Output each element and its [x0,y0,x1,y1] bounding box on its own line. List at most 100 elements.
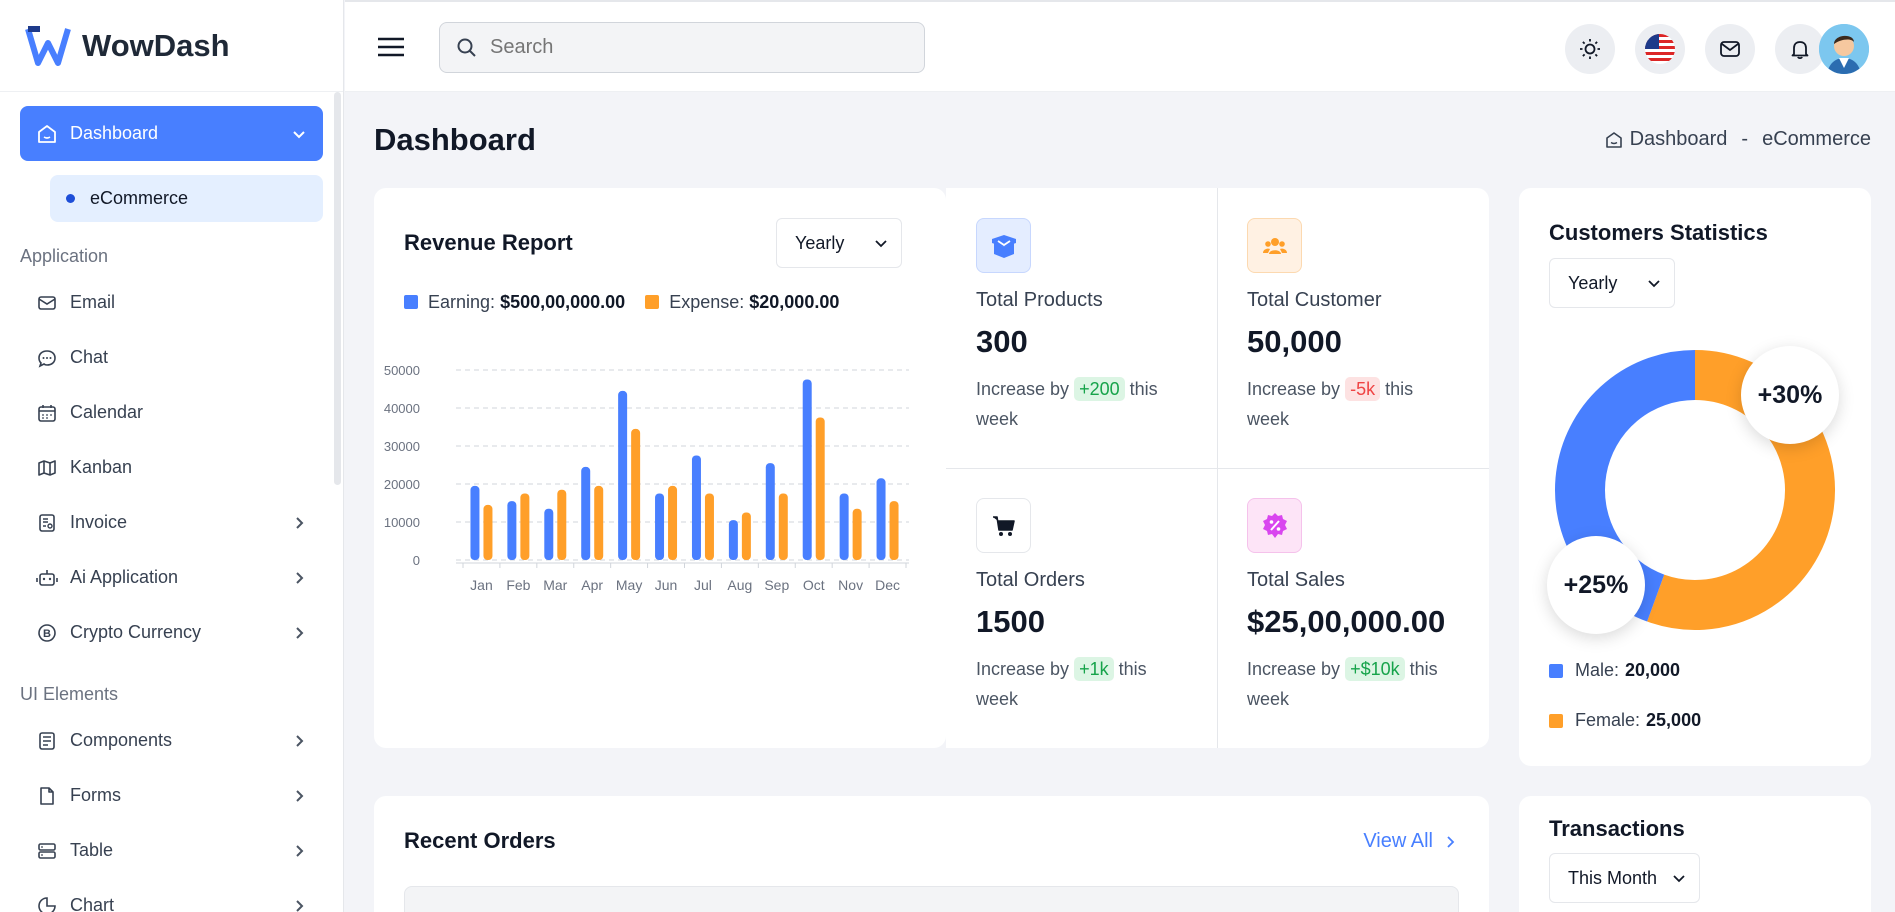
stat-icon-box [1247,218,1302,273]
sidebar-item-chart[interactable]: Chart [20,878,323,912]
page-title: Dashboard [374,122,536,157]
logo-icon [25,25,71,66]
bar-earning[interactable] [581,466,591,560]
x-tick-label: Apr [581,577,603,593]
sidebar-item-chat[interactable]: Chat [20,330,323,385]
x-tick-label: Feb [506,577,530,593]
bar-expense[interactable] [520,493,530,561]
messages-button[interactable] [1705,24,1755,74]
bar-expense[interactable] [815,417,825,561]
sidebar-item-forms[interactable]: Forms [20,768,323,823]
stat-icon-box [976,218,1031,273]
notifications-button[interactable] [1775,24,1825,74]
bar-expense[interactable] [889,501,899,560]
bar-expense[interactable] [852,508,862,560]
bar-earning[interactable] [691,455,701,561]
stat-change: Increase by +$10k this week [1247,654,1447,714]
stat-change-prefix: Increase by [976,659,1070,679]
chevron-right-icon [296,626,304,639]
bar-expense[interactable] [778,493,788,561]
female-percentage-bubble: +30% [1741,346,1839,444]
bar-earning[interactable] [507,501,517,560]
revenue-period-select[interactable]: Yearly [776,218,902,268]
bar-earning[interactable] [765,463,775,560]
sidebar-item-label: Crypto Currency [70,622,202,642]
cart-icon [992,515,1015,536]
table-icon [38,842,56,859]
stat-change-suffix: this week [976,379,1158,429]
stat-label: Total Sales [1247,569,1345,591]
sidebar-item-kanban[interactable]: Kanban [20,440,323,495]
chart-icon [38,896,56,912]
stat-total-products: Total Products 300 Increase by +200 this… [946,188,1217,468]
percent-badge-icon [1262,512,1287,538]
stat-total-sales: Total Sales $25,00,000.00 Increase by +$… [1217,468,1488,748]
calendar-icon [38,404,56,422]
home-icon [1605,131,1622,148]
bar-earning[interactable] [839,493,849,561]
sidebar-scrollbar[interactable] [334,92,341,485]
bar-expense[interactable] [631,428,641,560]
x-tick-label: May [616,577,642,593]
stat-change-tag: +$10k [1345,657,1405,681]
sidebar-item-dashboard[interactable]: Dashboard [20,106,323,161]
sidebar-item-invoice[interactable]: Invoice [20,495,323,550]
bar-expense[interactable] [594,485,604,560]
bar-expense[interactable] [483,504,493,560]
stat-change-prefix: Increase by [976,379,1070,399]
bar-earning[interactable] [876,478,886,560]
sidebar-item-label: Dashboard [70,123,159,143]
sidebar-item-email[interactable]: Email [20,275,323,330]
view-all-label: View All [1363,830,1433,852]
stat-change-prefix: Increase by [1247,379,1341,399]
sidebar-subitem-label: eCommerce [90,188,189,208]
stat-total-orders: Total Orders 1500 Increase by +1k this w… [946,468,1217,748]
view-all-link[interactable]: View All [1363,830,1457,853]
bar-expense[interactable] [668,485,678,560]
customers-period-select[interactable]: Yearly [1549,258,1675,308]
bar-expense[interactable] [704,493,714,561]
bar-earning[interactable] [544,508,554,560]
sidebar-item-components[interactable]: Components [20,713,323,768]
menu-toggle-icon[interactable] [377,36,405,58]
customers-period-value: Yearly [1568,272,1618,293]
bar-earning[interactable] [728,520,738,560]
bar-expense[interactable] [741,512,751,561]
box-icon [991,234,1016,258]
bar-earning[interactable] [470,485,480,560]
x-tick-label: Oct [803,577,825,593]
stat-change: Increase by -5k this week [1247,374,1447,434]
transactions-period-select[interactable]: This Month [1549,853,1700,903]
sidebar: WowDash Dashboard eCommerce Application … [0,0,344,912]
sidebar-item-calendar[interactable]: Calendar [20,385,323,440]
chevron-right-icon [296,516,304,529]
sidebar-item-crypto-currency[interactable]: B Crypto Currency [20,605,323,660]
stat-change-prefix: Increase by [1247,659,1341,679]
revenue-report-card: Revenue Report Yearly Earning: $500,00,0… [374,188,946,748]
avatar[interactable] [1819,24,1869,74]
revenue-title: Revenue Report [404,230,573,255]
bar-expense[interactable] [557,489,567,560]
stat-change-suffix: this week [1247,659,1438,709]
bar-earning[interactable] [655,493,665,561]
bar-earning[interactable] [802,379,812,561]
x-tick-label: Dec [875,577,900,593]
sidebar-item-table[interactable]: Table [20,823,323,878]
logo[interactable]: WowDash [0,0,343,92]
bar-earning[interactable] [618,390,628,560]
topbar [345,0,1895,92]
sidebar-item-ai-application[interactable]: Ai Application [20,550,323,605]
sidebar-subitem-ecommerce[interactable]: eCommerce [50,175,323,222]
chevron-right-icon [296,844,304,857]
language-button[interactable] [1635,24,1685,74]
search-input[interactable] [490,36,890,59]
search-box [439,22,925,73]
theme-toggle-button[interactable] [1565,24,1615,74]
bullet-icon [66,194,75,203]
stat-icon-box [976,498,1031,553]
x-tick-label: Jul [694,577,712,593]
stat-change: Increase by +200 this week [976,374,1176,434]
stat-label: Total Orders [976,569,1085,591]
stat-value: 50,000 [1247,324,1342,359]
breadcrumb-home[interactable]: Dashboard [1629,128,1728,150]
